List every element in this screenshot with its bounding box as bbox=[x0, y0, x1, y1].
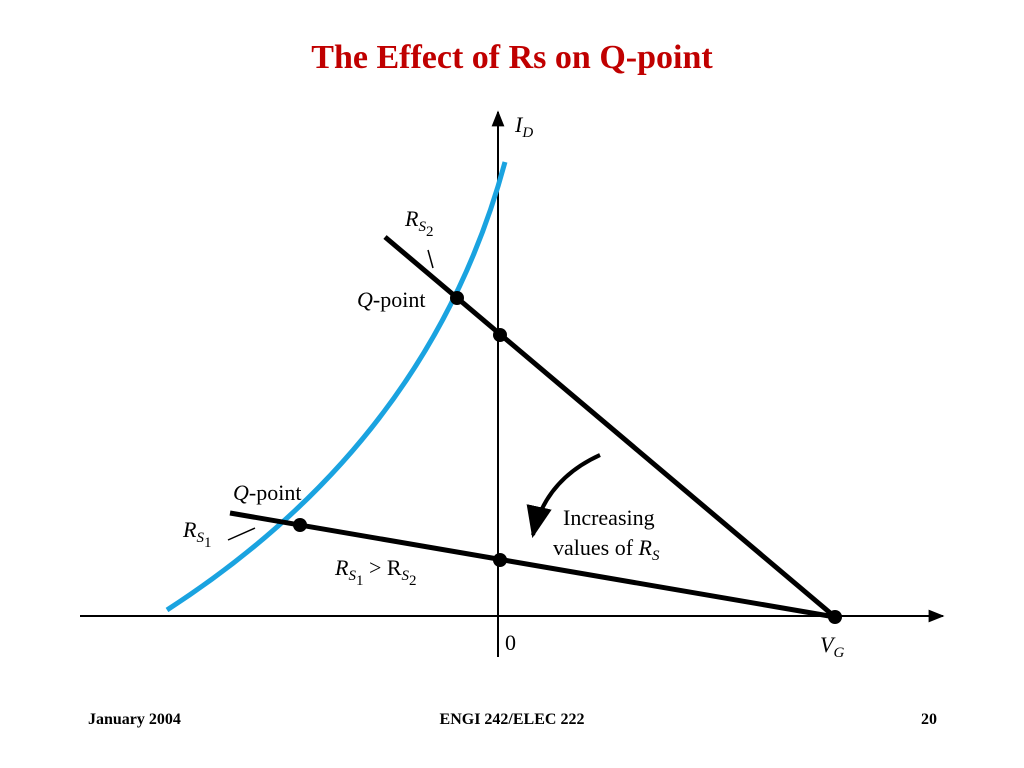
label-part: I bbox=[514, 112, 524, 137]
label-part: Q bbox=[233, 480, 249, 505]
label-part: R bbox=[638, 535, 653, 560]
label-part: R bbox=[334, 555, 349, 580]
label-part: S bbox=[348, 568, 356, 584]
footer-page: 20 bbox=[921, 711, 937, 728]
intercept-dot bbox=[493, 328, 507, 342]
id-label: ID bbox=[514, 112, 533, 141]
label-part: 2 bbox=[426, 224, 434, 240]
label-part: 1 bbox=[204, 535, 212, 551]
label-part: S bbox=[196, 530, 204, 546]
load-line-rs1 bbox=[229, 510, 836, 620]
label-part: 1 bbox=[356, 573, 364, 589]
leader-line bbox=[427, 249, 434, 269]
label-part: values of bbox=[553, 535, 639, 560]
increasing-label: values of RS bbox=[553, 535, 660, 564]
q-point-label: Q-point bbox=[233, 480, 301, 505]
vg-dot bbox=[828, 610, 842, 624]
vg-label: VG bbox=[820, 632, 844, 661]
intercept-dot bbox=[493, 553, 507, 567]
q-point-dot bbox=[293, 518, 307, 532]
label-part: -point bbox=[249, 480, 302, 505]
label-part: 2 bbox=[409, 573, 417, 589]
label-part: S bbox=[402, 568, 410, 584]
q-point-label: Q-point bbox=[357, 287, 425, 312]
label-part: G bbox=[833, 645, 844, 661]
label-part: R bbox=[404, 206, 419, 231]
label-part: R bbox=[182, 517, 197, 542]
transfer-curve bbox=[165, 161, 508, 613]
leader-line bbox=[227, 527, 256, 541]
label-part: V bbox=[820, 632, 836, 657]
slide-title: The Effect of Rs on Q-point bbox=[311, 39, 713, 76]
label-part: D bbox=[521, 125, 533, 141]
footer-date: January 2004 bbox=[88, 711, 181, 728]
label-part: -point bbox=[373, 287, 426, 312]
origin-label: 0 bbox=[505, 630, 516, 655]
footer-course: ENGI 242/ELEC 222 bbox=[440, 711, 585, 728]
q-point-dot bbox=[450, 291, 464, 305]
increasing-label: Increasing bbox=[563, 505, 655, 530]
comparison-label: RS1 > RS2 bbox=[334, 555, 417, 589]
label-part: S bbox=[652, 548, 660, 564]
label-part: Q bbox=[357, 287, 373, 312]
rs2-label: RS2 bbox=[404, 206, 433, 240]
rs1-label: RS1 bbox=[182, 517, 211, 551]
label-part: S bbox=[418, 219, 426, 235]
label-part: > R bbox=[363, 555, 401, 580]
increasing-arrow bbox=[526, 453, 601, 539]
